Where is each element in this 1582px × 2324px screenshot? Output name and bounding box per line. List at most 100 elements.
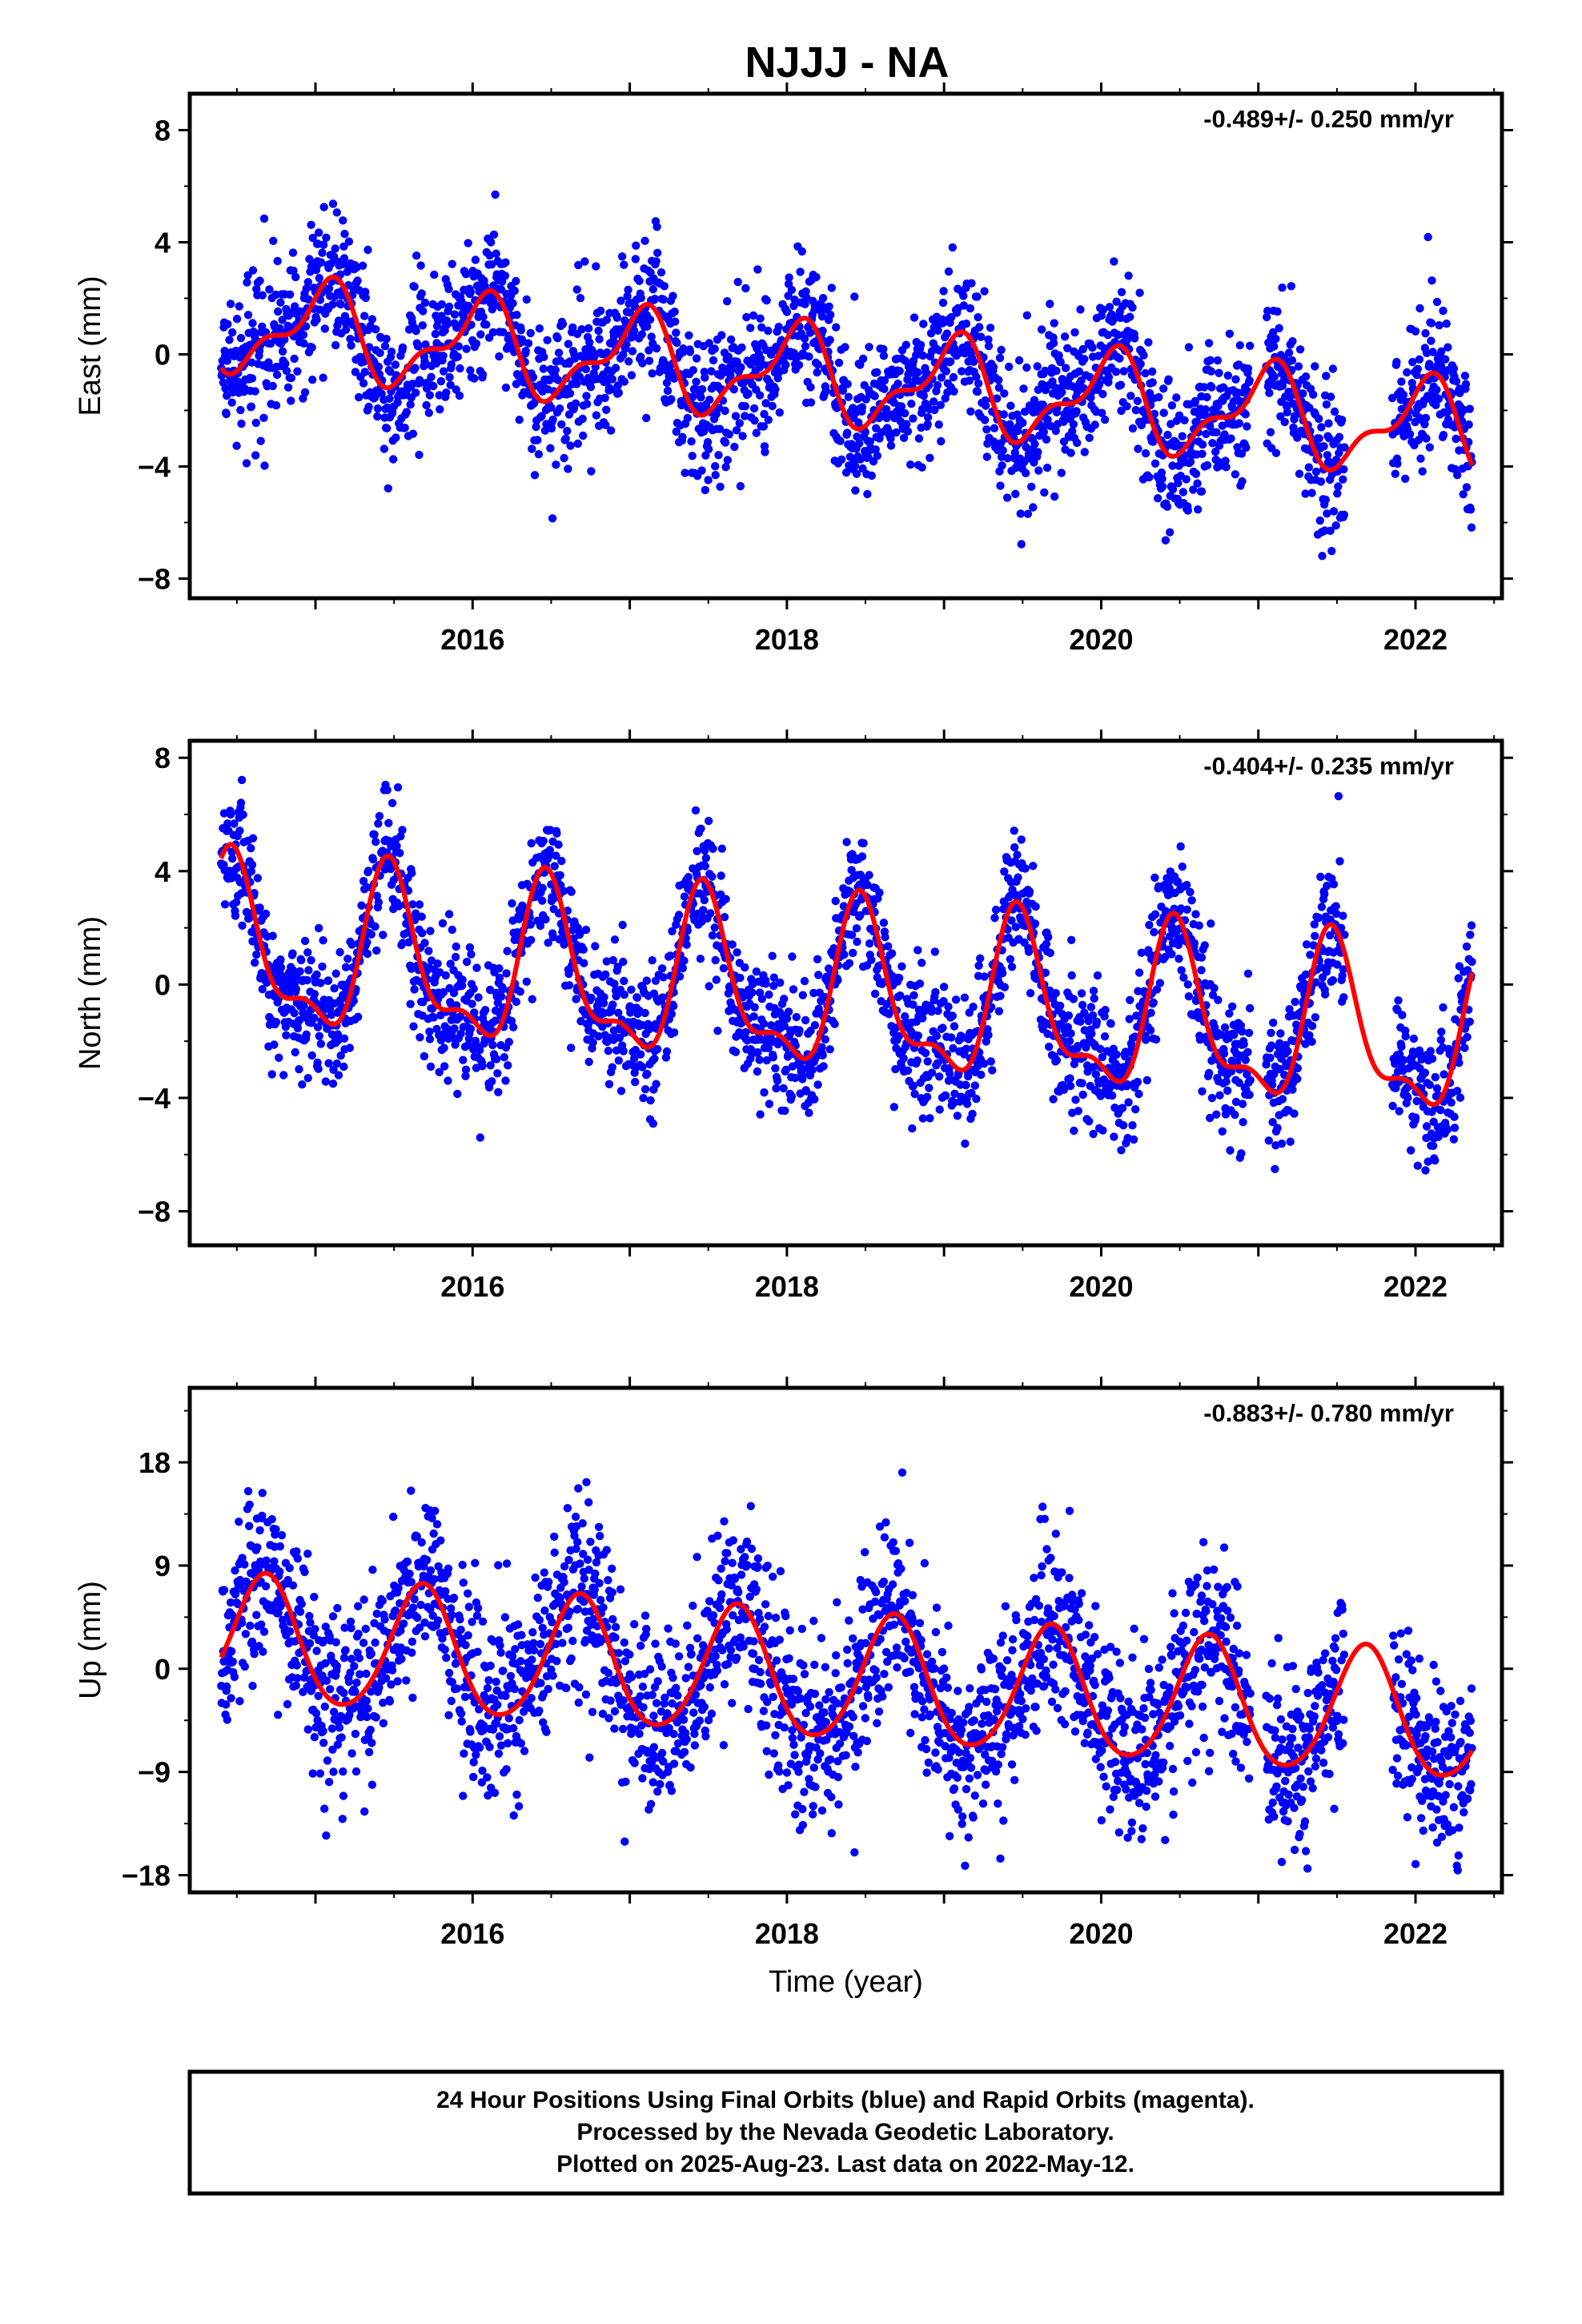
data-point xyxy=(392,842,401,850)
data-point xyxy=(1315,414,1323,424)
data-point xyxy=(1322,372,1331,380)
data-point xyxy=(913,1056,922,1065)
data-point xyxy=(761,448,769,456)
data-point xyxy=(938,1023,947,1032)
data-point xyxy=(750,1003,759,1012)
data-point xyxy=(230,819,239,828)
data-point xyxy=(1275,1064,1285,1074)
data-point xyxy=(364,402,373,412)
data-point xyxy=(1306,951,1315,959)
data-point xyxy=(1039,428,1049,436)
data-point xyxy=(1086,1003,1096,1011)
data-point xyxy=(926,1114,934,1123)
data-point xyxy=(1464,420,1473,429)
data-point xyxy=(1332,455,1341,464)
data-point xyxy=(1064,1011,1074,1020)
data-point xyxy=(1030,440,1039,448)
data-point xyxy=(935,1105,944,1114)
data-point xyxy=(285,322,294,332)
data-point xyxy=(243,278,251,287)
data-point xyxy=(282,1031,291,1040)
data-point xyxy=(315,1031,323,1041)
data-point xyxy=(982,452,992,461)
data-point xyxy=(942,367,951,376)
data-point xyxy=(930,405,939,415)
data-point xyxy=(653,248,662,257)
data-point xyxy=(532,422,540,432)
data-point xyxy=(1090,420,1099,429)
data-point xyxy=(615,1033,624,1043)
data-point xyxy=(307,343,316,352)
data-point xyxy=(220,900,230,909)
data-point xyxy=(304,966,313,975)
data-point xyxy=(937,436,946,446)
data-point xyxy=(850,292,859,301)
data-point xyxy=(1293,1075,1302,1084)
data-point xyxy=(721,438,730,447)
data-point xyxy=(689,392,697,401)
data-point xyxy=(717,871,725,880)
data-point xyxy=(801,342,810,351)
data-point xyxy=(782,308,792,316)
data-point xyxy=(916,340,926,349)
data-point xyxy=(361,293,370,303)
data-point xyxy=(478,1062,487,1071)
data-point xyxy=(584,1057,593,1067)
data-point xyxy=(594,1031,603,1041)
data-point xyxy=(673,338,681,348)
data-point xyxy=(899,1054,908,1063)
data-point xyxy=(271,1018,281,1027)
data-point xyxy=(854,418,863,427)
data-point xyxy=(1317,423,1326,432)
data-point xyxy=(1427,319,1436,328)
data-point xyxy=(1335,432,1344,441)
data-point xyxy=(398,939,408,947)
data-point xyxy=(1078,1000,1087,1010)
data-point xyxy=(857,403,867,412)
data-point xyxy=(935,346,944,355)
data-point xyxy=(1089,987,1098,995)
data-point xyxy=(865,437,874,446)
data-point xyxy=(701,451,710,460)
data-point xyxy=(526,328,535,338)
data-point xyxy=(332,1059,341,1068)
data-point xyxy=(962,1044,971,1053)
data-point xyxy=(796,267,805,276)
data-point xyxy=(1276,1029,1285,1038)
data-point xyxy=(1279,376,1288,385)
data-point xyxy=(1168,485,1178,494)
data-point xyxy=(1453,471,1462,480)
data-point xyxy=(711,462,720,471)
data-point xyxy=(1133,1077,1142,1087)
data-point xyxy=(391,433,400,442)
data-point xyxy=(286,290,295,299)
data-point xyxy=(637,330,646,339)
data-point xyxy=(942,1092,950,1100)
data-point xyxy=(261,909,271,919)
data-point xyxy=(1103,331,1113,340)
data-point xyxy=(346,335,355,344)
data-point xyxy=(648,956,656,965)
data-point xyxy=(953,1112,962,1120)
data-point xyxy=(1218,1127,1227,1136)
data-point xyxy=(411,364,420,372)
data-point xyxy=(1186,457,1195,466)
data-point xyxy=(383,424,391,432)
data-point xyxy=(433,959,442,968)
data-point xyxy=(344,237,354,246)
data-point xyxy=(701,373,709,382)
data-point xyxy=(636,293,645,303)
data-point xyxy=(297,955,306,965)
data-point xyxy=(742,312,751,322)
data-point xyxy=(410,282,419,292)
data-point xyxy=(980,287,989,296)
data-point xyxy=(1042,463,1052,472)
data-point xyxy=(271,401,281,410)
data-point xyxy=(845,959,854,968)
data-point xyxy=(324,1059,333,1068)
data-point xyxy=(712,975,721,984)
data-point xyxy=(1179,973,1188,982)
data-point xyxy=(553,334,562,343)
data-point xyxy=(826,310,835,320)
